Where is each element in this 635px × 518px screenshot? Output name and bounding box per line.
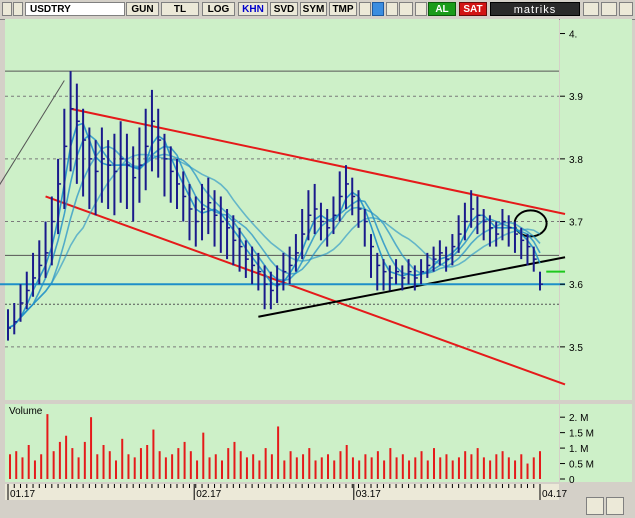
volume-plot-area — [5, 404, 559, 482]
volume-tick-label: 1.5 M — [569, 429, 594, 440]
maximize-icon[interactable] — [601, 2, 617, 16]
zoom-icon[interactable] — [606, 497, 624, 515]
log-scale-button[interactable]: LOG — [202, 2, 235, 16]
price-axis-labels: 4. 3.9 3.8 3.7 3.6 3.5 — [560, 30, 583, 354]
attach-icon[interactable] — [415, 2, 427, 16]
twitter-icon[interactable] — [372, 2, 384, 16]
moving-average-line — [7, 153, 541, 329]
upper-channel-line — [70, 107, 566, 215]
sym-button[interactable]: SYM — [300, 2, 327, 16]
date-axis-labels: 01.17 02.17 03.17 04.17 — [7, 484, 567, 500]
symbol-field[interactable]: USDTRY — [25, 2, 125, 16]
date-tick-label: 03.17 — [356, 489, 381, 500]
support-line — [258, 256, 566, 318]
price-tick-label: 3.9 — [569, 92, 583, 103]
close-icon[interactable] — [619, 2, 633, 16]
edit-icon[interactable] — [386, 2, 398, 16]
volume-tick-label: 2. M — [569, 413, 588, 424]
buy-button[interactable]: AL — [428, 2, 456, 16]
price-tick-label: 3.6 — [569, 280, 583, 291]
price-tick-label: 4. — [569, 30, 577, 41]
date-tick-label: 04.17 — [542, 489, 567, 500]
price-axis-area — [560, 19, 632, 400]
volume-title: Volume — [9, 406, 43, 417]
volume-tick-label: 0 — [569, 475, 575, 486]
moving-average-line — [7, 145, 541, 329]
refresh-icon[interactable] — [586, 497, 604, 515]
volume-tick-label: 0.5 M — [569, 460, 594, 471]
chart-toolbar: USDTRY GUN TL LOG KHN SVD SYM TMP AL SAT… — [0, 0, 635, 20]
pin-icon[interactable] — [399, 2, 413, 16]
khn-button[interactable]: KHN — [238, 2, 268, 16]
template-button[interactable]: TMP — [329, 2, 357, 16]
volume-bars — [9, 414, 541, 479]
date-tick-label: 02.17 — [196, 489, 221, 500]
currency-button-tl[interactable]: TL — [161, 2, 199, 16]
moving-average-line — [7, 122, 541, 329]
menu-icon[interactable] — [2, 2, 12, 16]
matriks-logo: matriks — [490, 2, 580, 16]
sell-button[interactable]: SAT — [459, 2, 487, 16]
price-chart[interactable]: 4. 3.9 3.8 3.7 3.6 3.5 Volume 2. M 1.5 M 1. M 0.… — [0, 19, 635, 518]
settings-icon[interactable] — [583, 2, 599, 16]
date-axis — [5, 484, 559, 500]
price-tick-label: 3.5 — [569, 343, 583, 354]
volume-tick-label: 1. M — [569, 444, 588, 455]
svd-button[interactable]: SVD — [270, 2, 298, 16]
price-tick-label: 3.7 — [569, 218, 583, 229]
period-button-gun[interactable]: GUN — [126, 2, 159, 16]
price-plot-area — [5, 19, 559, 400]
thin-trend-line — [0, 80, 65, 186]
ohlc-bars — [7, 71, 543, 341]
volume-axis-area — [560, 404, 632, 482]
date-tick-label: 01.17 — [10, 489, 35, 500]
flag-icon[interactable] — [13, 2, 23, 16]
moving-average-line — [7, 134, 541, 329]
volume-axis-labels: 2. M 1.5 M 1. M 0.5 M 0 — [560, 413, 594, 486]
drop-arrow-icon[interactable] — [359, 2, 371, 16]
lower-channel-line — [45, 195, 566, 386]
price-tick-label: 3.8 — [569, 155, 583, 166]
moving-averages — [7, 122, 541, 329]
